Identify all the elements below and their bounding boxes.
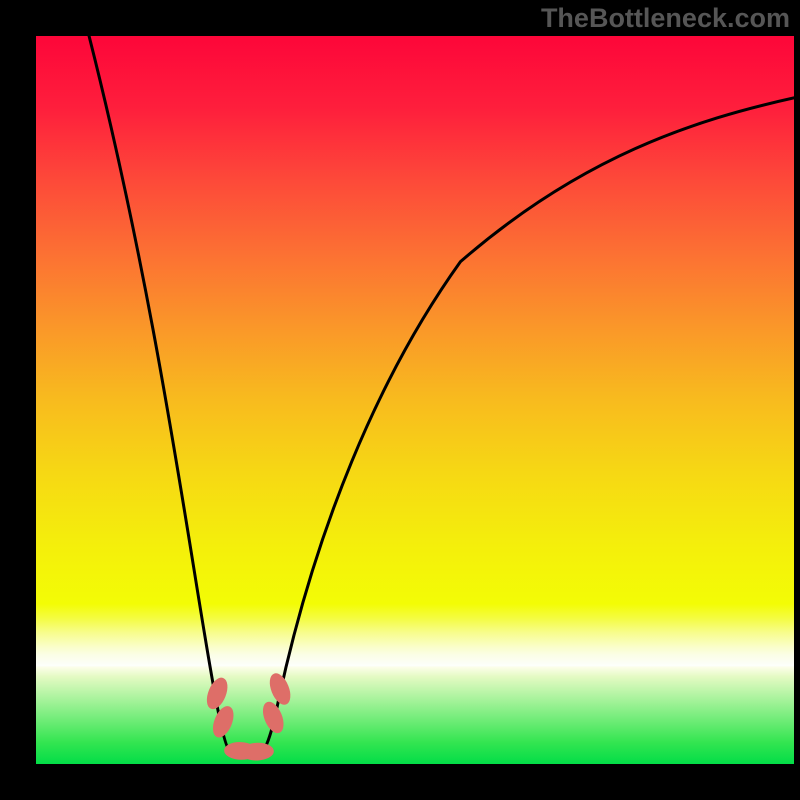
gradient-background [36, 36, 794, 764]
plot-area [36, 36, 794, 764]
outer-frame: TheBottleneck.com [0, 0, 800, 800]
bottleneck-curve-chart [36, 36, 794, 764]
watermark-text: TheBottleneck.com [541, 3, 790, 34]
